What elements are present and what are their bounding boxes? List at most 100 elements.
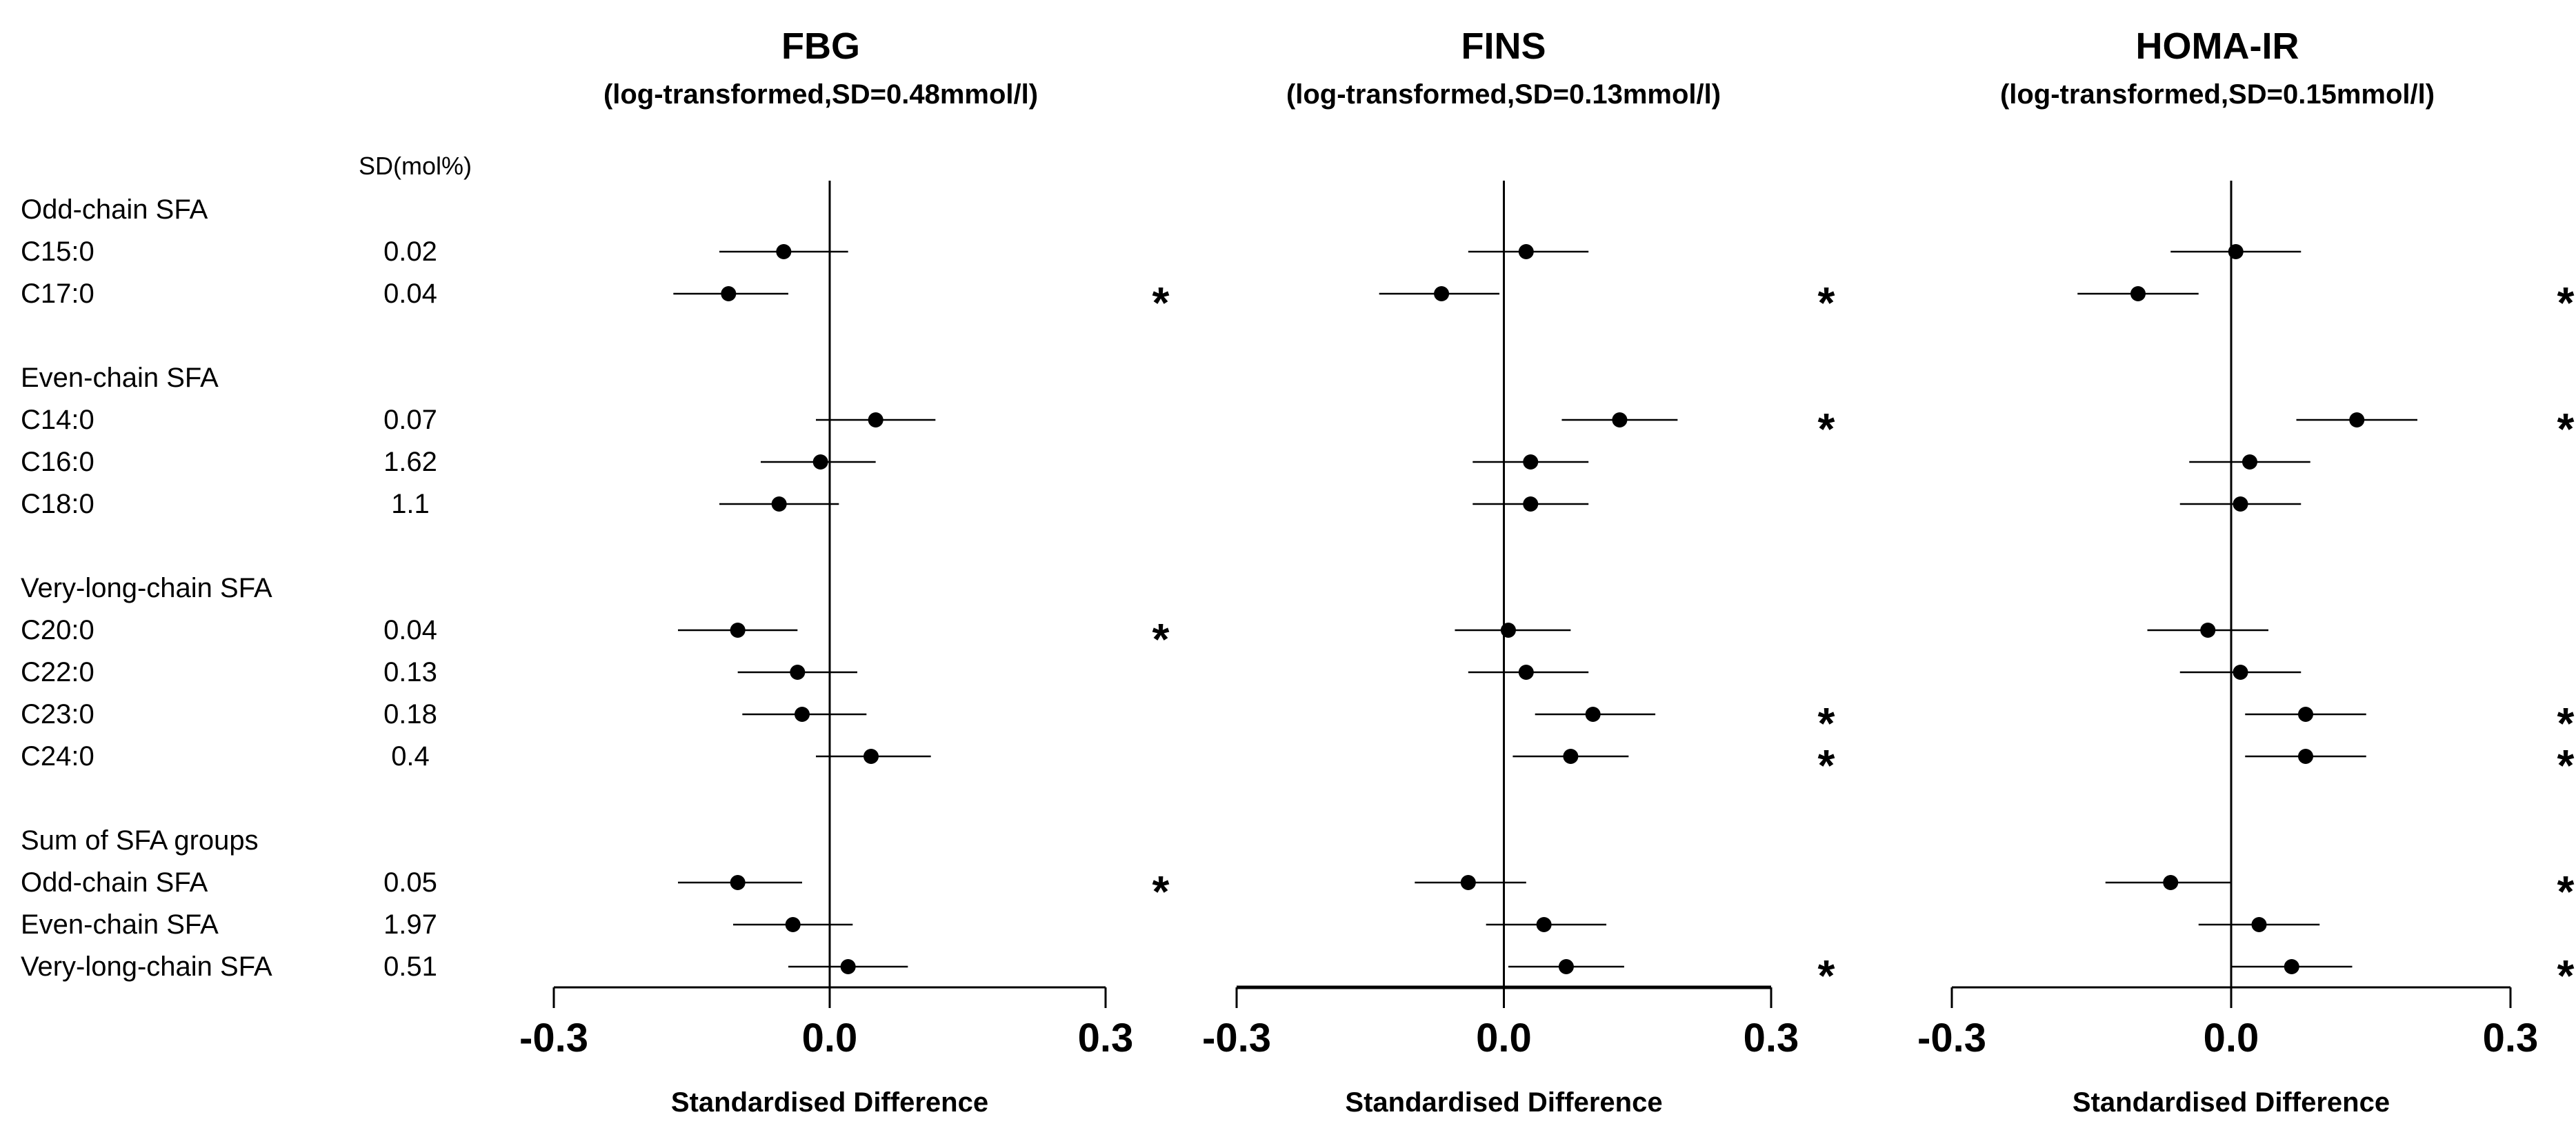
row-label: Even-chain SFA (21, 909, 219, 940)
panel-2: FINS (log-transformed,SD=0.13mmol/l) -0.3 0… (1202, 26, 1835, 1118)
row-label: C17:0 (21, 279, 94, 309)
row-sd-value: 1.62 (383, 447, 437, 477)
point-estimate (721, 286, 737, 301)
significance-star: * (1818, 951, 1835, 1000)
point-estimate (795, 707, 810, 722)
point-estimate (1523, 496, 1539, 512)
row-label: C24:0 (21, 741, 94, 772)
row-label: C23:0 (21, 699, 94, 729)
significance-star: * (1152, 278, 1170, 328)
significance-star: * (1818, 278, 1835, 328)
point-estimate (1518, 665, 1534, 680)
group-heading: Sum of SFA groups (21, 825, 259, 856)
point-estimate (2200, 623, 2216, 638)
significance-star: * (2557, 404, 2575, 454)
row-labels: SD(mol%) Odd-chain SFA C15:0 0.02 C17:0 0.04 E… (21, 152, 472, 982)
row-label: C18:0 (21, 489, 94, 519)
panel-title: FINS (1461, 26, 1546, 67)
x-tick-label: 0.0 (802, 1016, 858, 1060)
point-estimate (1434, 286, 1450, 301)
point-estimate (730, 875, 746, 890)
row-label: Odd-chain SFA (21, 867, 208, 898)
row-label: C16:0 (21, 447, 94, 477)
row-label: Very-long-chain SFA (21, 951, 272, 982)
x-tick-label: 0.3 (1078, 1016, 1134, 1060)
point-estimate (868, 412, 883, 427)
group-heading: Very-long-chain SFA (21, 573, 272, 603)
panel-subtitle: (log-transformed,SD=0.15mmol/l) (2000, 79, 2435, 110)
x-tick-label: 0.0 (1476, 1016, 1532, 1060)
row-sd-value: 0.18 (383, 699, 437, 729)
x-axis-label: Standardised Difference (671, 1087, 988, 1118)
significance-star: * (2557, 741, 2575, 790)
point-estimate (2233, 496, 2248, 512)
panel-title: FBG (781, 26, 860, 67)
point-estimate (2284, 959, 2299, 974)
significance-star: * (1818, 741, 1835, 790)
significance-star: * (1152, 867, 1170, 916)
point-estimate (785, 917, 801, 932)
point-estimate (1558, 959, 1574, 974)
x-tick-label: -0.3 (519, 1016, 588, 1060)
point-estimate (1460, 875, 1476, 890)
row-sd-value: 0.4 (391, 741, 430, 772)
significance-star: * (2557, 698, 2575, 748)
row-sd-value: 1.97 (383, 909, 437, 940)
panels: FBG (log-transformed,SD=0.48mmol/l) -0.3 0.… (519, 26, 2575, 1118)
point-estimate (2242, 454, 2257, 470)
point-estimate (2251, 917, 2267, 932)
row-sd-value: 0.51 (383, 951, 437, 982)
significance-star: * (2557, 278, 2575, 328)
point-estimate (776, 244, 792, 259)
point-estimate (1563, 749, 1579, 764)
significance-star: * (1152, 614, 1170, 664)
point-estimate (2130, 286, 2146, 301)
row-sd-value: 0.05 (383, 867, 437, 898)
x-axis-label: Standardised Difference (1345, 1087, 1662, 1118)
row-sd-value: 0.02 (383, 236, 437, 267)
point-estimate (863, 749, 879, 764)
panel-1: FBG (log-transformed,SD=0.48mmol/l) -0.3 0.… (519, 26, 1170, 1118)
row-sd-value: 0.04 (383, 615, 437, 645)
point-estimate (1523, 454, 1539, 470)
point-estimate (1585, 707, 1601, 722)
x-tick-label: -0.3 (1917, 1016, 1986, 1060)
row-label: C20:0 (21, 615, 94, 645)
significance-star: * (1818, 698, 1835, 748)
point-estimate (730, 623, 746, 638)
group-heading: Odd-chain SFA (21, 194, 208, 225)
x-tick-label: 0.3 (1744, 1016, 1799, 1060)
point-estimate (771, 496, 787, 512)
row-sd-value: 1.1 (391, 489, 430, 519)
row-sd-value: 0.13 (383, 657, 437, 687)
row-label: C14:0 (21, 405, 94, 435)
panel-subtitle: (log-transformed,SD=0.13mmol/l) (1286, 79, 1721, 110)
x-tick-label: 0.0 (2204, 1016, 2259, 1060)
row-label: C22:0 (21, 657, 94, 687)
point-estimate (1518, 244, 1534, 259)
point-estimate (1500, 623, 1516, 638)
panel-title: HOMA-IR (2136, 26, 2299, 67)
point-estimate (2298, 749, 2313, 764)
row-label: C15:0 (21, 236, 94, 267)
x-axis-label: Standardised Difference (2073, 1087, 2390, 1118)
point-estimate (790, 665, 806, 680)
significance-star: * (1818, 404, 1835, 454)
row-sd-value: 0.07 (383, 405, 437, 435)
point-estimate (2298, 707, 2313, 722)
point-estimate (2228, 244, 2244, 259)
panel-3: HOMA-IR (log-transformed,SD=0.15mmol/l) -0… (1917, 26, 2575, 1118)
panel-subtitle: (log-transformed,SD=0.48mmol/l) (603, 79, 1038, 110)
point-estimate (812, 454, 828, 470)
x-tick-label: 0.3 (2483, 1016, 2539, 1060)
point-estimate (1536, 917, 1552, 932)
point-estimate (2233, 665, 2248, 680)
group-heading: Even-chain SFA (21, 363, 219, 393)
point-estimate (2163, 875, 2179, 890)
sd-column-header: SD(mol%) (359, 152, 472, 180)
x-tick-label: -0.3 (1202, 1016, 1271, 1060)
significance-star: * (2557, 951, 2575, 1000)
significance-star: * (2557, 867, 2575, 916)
point-estimate (2349, 412, 2365, 427)
